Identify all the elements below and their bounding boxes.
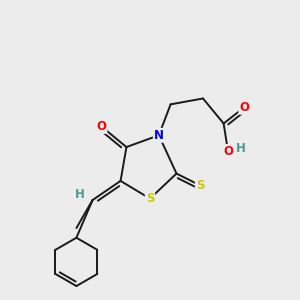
Text: O: O: [223, 145, 233, 158]
Text: S: S: [196, 179, 204, 192]
Text: H: H: [74, 188, 84, 201]
Text: O: O: [96, 120, 106, 133]
Text: O: O: [239, 101, 249, 114]
Text: H: H: [236, 142, 246, 155]
Text: S: S: [146, 192, 154, 205]
Text: N: N: [154, 129, 164, 142]
